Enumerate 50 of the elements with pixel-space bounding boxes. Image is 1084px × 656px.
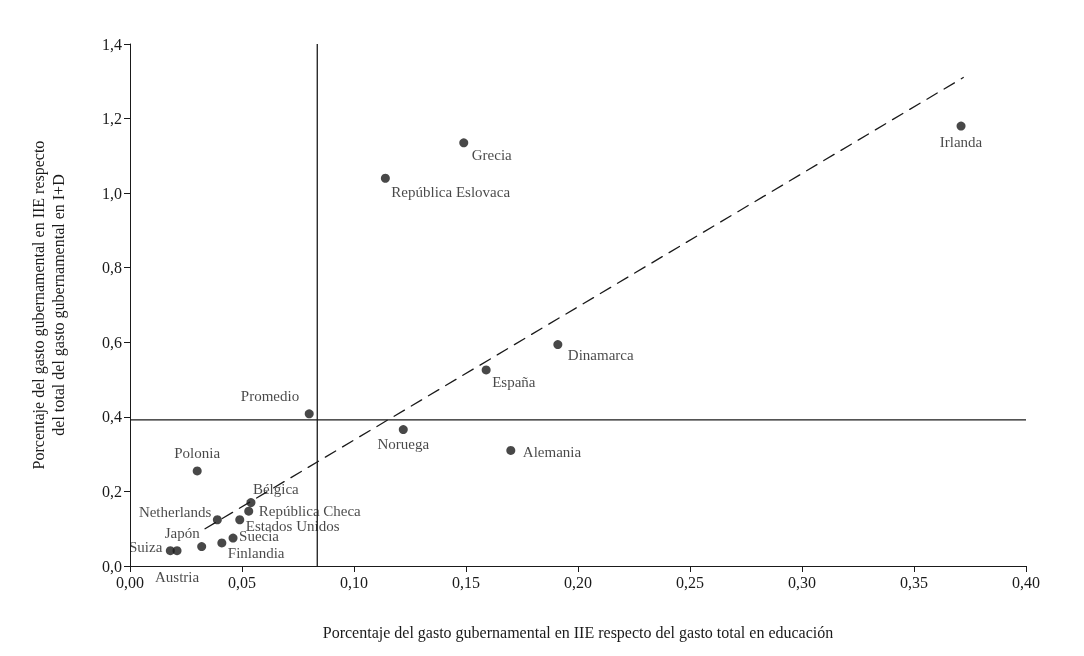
point xyxy=(956,121,966,131)
y-tick-label: 0,8 xyxy=(102,259,122,277)
annotation: Dinamarca xyxy=(567,346,634,363)
y-tick-label: 1,0 xyxy=(102,184,122,202)
x-tick-label: 0,05 xyxy=(228,573,256,591)
point xyxy=(481,365,491,375)
annotation: Netherlands xyxy=(138,503,212,520)
y-tick-label: 0,4 xyxy=(102,408,122,426)
point xyxy=(380,173,390,183)
point xyxy=(192,466,202,476)
annotation: Japón xyxy=(164,524,201,541)
annotation: Promedio xyxy=(240,387,300,404)
point xyxy=(244,506,254,516)
point xyxy=(553,340,563,350)
point xyxy=(228,533,238,543)
annotation: Alemania xyxy=(522,444,582,461)
y-tick-label: 0,2 xyxy=(102,482,122,500)
annotation: España xyxy=(492,373,536,390)
point xyxy=(217,538,227,548)
point xyxy=(235,515,245,525)
annotation: Irlanda xyxy=(939,134,983,151)
x-axis-title: Porcentaje del gasto gubernamental en IIE respecto del gasto total en educación xyxy=(322,623,834,642)
y-axis-title: Porcentaje del gasto gubernamental en IIE respecto del total del gasto gubernamental en I+D xyxy=(29,140,68,470)
x-tick-label: 0,10 xyxy=(340,573,368,591)
point xyxy=(459,138,469,148)
y-tick-label: 0,0 xyxy=(102,557,122,575)
point xyxy=(197,542,207,552)
y-tick-label: 1,2 xyxy=(102,110,122,128)
x-tick-label: 0,00 xyxy=(116,573,144,591)
x-tick-label: 0,25 xyxy=(676,573,704,591)
y-tick-label: 1,4 xyxy=(102,35,122,53)
point xyxy=(172,546,182,556)
point xyxy=(304,409,314,419)
annotation: Noruega xyxy=(377,435,430,452)
point xyxy=(398,425,408,435)
point xyxy=(506,445,516,455)
x-tick-label: 0,20 xyxy=(564,573,592,591)
annotation: Bélgica xyxy=(252,480,300,497)
point xyxy=(212,515,222,525)
x-tick-label: 0,15 xyxy=(452,573,480,591)
annotation: República Eslovaca xyxy=(391,184,511,201)
x-tick-label: 0,35 xyxy=(900,573,928,591)
y-tick-label: 0,6 xyxy=(102,333,122,351)
annotation: Polonia xyxy=(174,444,221,461)
x-tick-label: 0,40 xyxy=(1012,573,1040,591)
annotation: Austria xyxy=(154,568,200,585)
annotation: Finlandia xyxy=(227,544,285,561)
annotation: Grecia xyxy=(471,146,513,163)
point xyxy=(246,498,256,508)
x-tick-label: 0,30 xyxy=(788,573,816,591)
